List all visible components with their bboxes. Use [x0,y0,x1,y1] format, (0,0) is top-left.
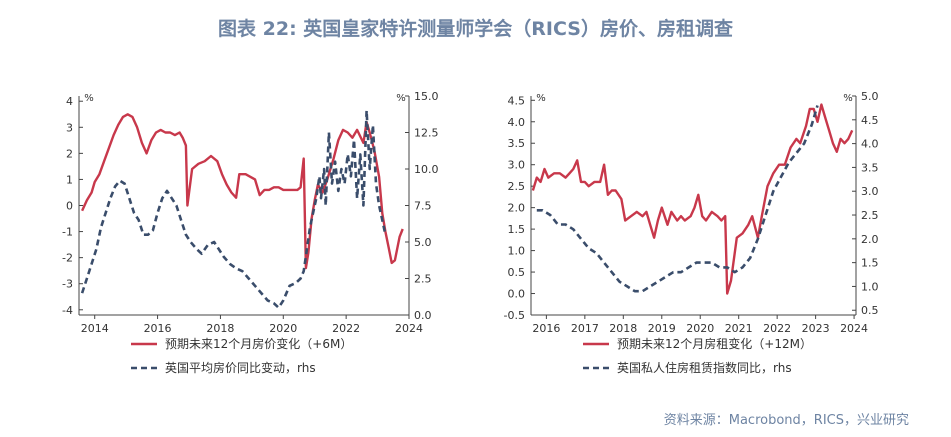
legend-label: 预期未来12个月房租变化（+12M） [617,336,812,351]
left-tick-label: 4.0 [508,116,526,129]
right-unit-label: % [843,93,853,104]
right-tick-label: 3.0 [861,185,879,198]
left-tick-label: 4 [66,95,73,108]
x-tick-label: 2024 [395,322,423,335]
legend-label: 英国平均房价同比变动，rhs [165,360,316,375]
left-tick-label: -0.5 [504,309,525,322]
right-tick-label: 5.0 [414,236,432,249]
x-tick-label: 2016 [144,322,172,335]
left-tick-label: -1 [62,226,73,239]
right-unit-label: % [396,93,406,104]
right-tick-label: 15.0 [414,90,439,103]
x-tick-label: 2014 [81,322,109,335]
right-tick-label: 10.0 [414,163,439,176]
x-tick-label: 2023 [802,322,830,335]
left-tick-label: 4.5 [508,94,526,107]
series-line-dashed [80,109,387,309]
right-tick-label: 4.5 [861,114,879,127]
right-tick-label: 1.5 [861,257,879,270]
left-tick-label: -3 [62,278,73,291]
left-tick-label: 3.0 [508,159,526,172]
right-tick-label: 0.0 [414,309,432,322]
x-tick-label: 2022 [763,322,791,335]
left-unit-label: % [84,93,94,104]
right-tick-label: 7.5 [414,200,432,213]
right-tick-label: 0.5 [861,304,879,317]
left-tick-label: 1.0 [508,245,526,258]
left-tick-label: -2 [62,252,73,265]
series-line-red [531,103,854,295]
left-tick-label: 2.5 [508,180,526,193]
right-tick-label: 2.5 [861,209,879,222]
left-tick-label: 2 [66,147,73,160]
series-line-dashed [536,105,819,293]
x-tick-label: 2017 [571,322,599,335]
figure-title: 图表 22: 英国皇家特许测量师学会（RICS）房价、房租调查 [218,18,733,40]
left-tick-label: 0.5 [508,266,526,279]
chart-panel-2 [530,95,857,370]
x-tick-label: 2024 [840,322,868,335]
left-tick-label: 1.5 [508,223,526,236]
right-tick-label: 12.5 [414,127,439,140]
x-tick-label: 2016 [532,322,560,335]
x-tick-label: 2019 [648,322,676,335]
right-tick-label: 1.0 [861,280,879,293]
legend-label: 英国私人住房租赁指数同比，rhs [617,360,792,375]
chart-panel-1 [78,95,410,370]
right-tick-label: 3.5 [861,161,879,174]
x-tick-label: 2020 [269,322,297,335]
right-tick-label: 5.0 [861,90,879,103]
x-tick-label: 2020 [686,322,714,335]
x-tick-label: 2018 [609,322,637,335]
right-tick-label: 2.0 [861,233,879,246]
right-tick-label: 2.5 [414,273,432,286]
left-tick-label: 3.5 [508,137,526,150]
right-tick-label: 4.0 [861,138,879,151]
series-line-red [81,113,404,270]
legend-label: 预期未来12个月房价变化（+6M） [165,336,352,351]
left-tick-label: 3 [66,121,73,134]
left-tick-label: 2.0 [508,202,526,215]
left-tick-label: 0 [66,200,73,213]
x-tick-label: 2021 [725,322,753,335]
source-note: 资料来源：Macrobond，RICS，兴业研究 [663,413,909,428]
x-tick-label: 2022 [332,322,360,335]
left-tick-label: 0.0 [508,288,526,301]
left-unit-label: % [536,93,546,104]
x-tick-label: 2018 [206,322,234,335]
left-tick-label: -4 [62,304,73,317]
left-tick-label: 1 [66,173,73,186]
